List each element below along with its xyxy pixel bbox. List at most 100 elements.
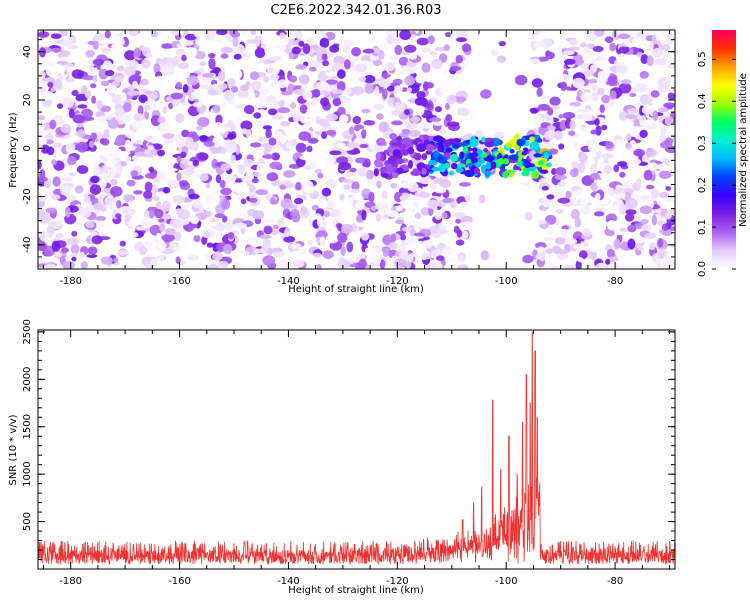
- heatmap-cell: [184, 33, 197, 41]
- heatmap-cell: [554, 167, 567, 176]
- heatmap-cell: [403, 109, 410, 116]
- heatmap-cell: [410, 116, 421, 123]
- heatmap-cell: [158, 254, 164, 262]
- heatmap-cell: [176, 43, 183, 48]
- heatmap-cell: [181, 54, 187, 62]
- heatmap-cell: [524, 211, 533, 221]
- heatmap-cell: [589, 172, 600, 181]
- heatmap-cell: [316, 81, 329, 91]
- heatmap-cell: [469, 138, 479, 148]
- heatmap-cell: [183, 167, 194, 176]
- heatmap-cell: [529, 141, 540, 151]
- heatmap-cell: [373, 59, 383, 66]
- heatmap-cell: [427, 262, 438, 269]
- heatmap-cell: [319, 37, 330, 49]
- heatmap-cell: [197, 166, 210, 172]
- heatmap-cell: [325, 113, 338, 122]
- heatmap-cell: [222, 215, 228, 223]
- heatmap-cell: [175, 81, 183, 90]
- heatmap-cell: [547, 107, 554, 116]
- heatmap-cell: [640, 54, 649, 65]
- heatmap-cell: [660, 141, 673, 149]
- heatmap-cell: [202, 228, 215, 239]
- heatmap-cell: [540, 169, 549, 174]
- heatmap-cell: [254, 263, 262, 269]
- heatmap-cell: [571, 186, 579, 191]
- heatmap-cell: [321, 131, 328, 140]
- heatmap-cell: [414, 212, 422, 220]
- heatmap-cell: [279, 32, 286, 39]
- heatmap-cell: [249, 197, 258, 203]
- heatmap-cell: [374, 86, 380, 97]
- heatmap-cell: [262, 154, 275, 160]
- heatmap-cell: [267, 108, 278, 116]
- heatmap-cell: [565, 190, 572, 199]
- heatmap-cell: [490, 161, 497, 170]
- heatmap-cell: [470, 151, 479, 158]
- spectrogram-heatmap: [38, 30, 675, 269]
- heatmap-cell: [38, 71, 46, 79]
- heatmap-cell: [45, 133, 54, 141]
- heatmap-cell: [188, 131, 198, 138]
- heatmap-cell: [92, 74, 98, 83]
- heatmap-cell: [373, 103, 385, 110]
- heatmap-cell: [431, 58, 443, 70]
- heatmap-cell: [206, 242, 214, 248]
- heatmap-cell: [329, 208, 342, 217]
- heatmap-cell: [279, 184, 287, 190]
- heatmap-cell: [407, 159, 413, 169]
- heatmap-cell: [376, 137, 386, 146]
- heatmap-cell: [159, 222, 166, 233]
- heatmap-cell: [595, 192, 601, 201]
- heatmap-cell: [645, 149, 658, 157]
- heatmap-cell: [620, 79, 632, 85]
- heatmap-cell: [405, 237, 417, 246]
- heatmap-cell: [292, 115, 302, 122]
- heatmap-cell: [639, 129, 648, 138]
- heatmap-cell: [185, 137, 194, 148]
- heatmap-cell: [509, 149, 515, 154]
- heatmap-cell: [98, 154, 106, 160]
- heatmap-cell: [306, 145, 313, 153]
- colorbar-ticks: 0.0 0.1 0.2 0.3 0.4 0.5: [697, 51, 736, 277]
- heatmap-cell: [483, 148, 489, 153]
- heatmap-cell: [580, 92, 592, 102]
- heatmap-cell: [220, 187, 232, 196]
- heatmap-cell: [386, 35, 394, 45]
- heatmap-cell: [240, 198, 247, 205]
- heatmap-cell: [445, 255, 457, 264]
- heatmap-cell: [262, 125, 273, 130]
- heatmap-cell: [640, 224, 652, 231]
- heatmap-cell: [369, 152, 377, 163]
- heatmap-cell: [462, 260, 471, 265]
- spectrogram-x-tick-label: -140: [277, 276, 300, 287]
- heatmap-cell: [346, 241, 354, 253]
- heatmap-cell: [107, 118, 120, 129]
- heatmap-cell: [407, 147, 415, 155]
- heatmap-cell: [322, 60, 330, 67]
- heatmap-cell: [364, 213, 375, 223]
- heatmap-cell: [169, 218, 182, 229]
- heatmap-cell: [540, 95, 549, 100]
- heatmap-cell: [65, 194, 76, 202]
- heatmap-cell: [125, 129, 135, 139]
- heatmap-cell: [302, 43, 311, 55]
- heatmap-cell: [194, 33, 207, 38]
- heatmap-cell: [109, 40, 115, 45]
- heatmap-cell: [451, 162, 458, 170]
- heatmap-cell: [627, 238, 636, 250]
- heatmap-cell: [662, 79, 672, 85]
- heatmap-cell: [47, 81, 54, 88]
- heatmap-cell: [325, 71, 339, 77]
- heatmap-cell: [325, 79, 339, 85]
- heatmap-cell: [461, 43, 472, 53]
- heatmap-cell: [88, 64, 94, 72]
- heatmap-cell: [643, 169, 653, 181]
- heatmap-cell: [400, 196, 407, 202]
- heatmap-cell: [96, 100, 104, 110]
- heatmap-cell: [67, 92, 73, 100]
- heatmap-cell: [238, 164, 245, 173]
- heatmap-cell: [280, 121, 291, 127]
- heatmap-cell: [38, 129, 48, 140]
- heatmap-cell: [41, 90, 55, 101]
